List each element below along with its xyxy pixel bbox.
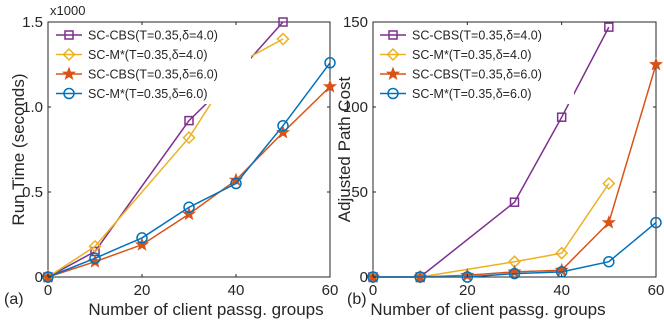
panel-b-ticks: 0 20 40 60 0 50 100 150: [343, 14, 664, 299]
x-tick-label: 40: [553, 282, 570, 299]
data-point: [461, 271, 474, 283]
legend-marker: [385, 66, 401, 81]
legend-label: SC-M*(T=0.35,δ=4.0): [412, 48, 532, 62]
data-point: [88, 239, 102, 253]
legend-label: SC-M*(T=0.35,δ=4.0): [88, 48, 208, 62]
series-line: [47, 21, 284, 278]
data-point: [42, 271, 54, 283]
panel-b-label: (b): [347, 291, 367, 308]
data-point: [322, 79, 338, 93]
legend-entry: SC-CBS(T=0.35,δ=4.0): [380, 29, 542, 43]
panel-b-legend: SC-CBS(T=0.35,δ=4.0) SC-M*(T=0.35,δ=4.0) S…: [376, 25, 574, 104]
panel-a: 0 20 40 60 0 0.5 1.0 1.5 x1000 Run Time (second…: [4, 3, 338, 319]
data-point: [182, 131, 196, 145]
series-line: [47, 38, 284, 278]
data-point: [183, 201, 195, 214]
panel-a-legend-entries: SC-CBS(T=0.35,δ=4.0) SC-M*(T=0.35,δ=4.0) S…: [56, 29, 218, 101]
data-point: [555, 246, 569, 260]
legend-label: SC-CBS(T=0.35,δ=4.0): [412, 29, 542, 43]
data-point: [648, 57, 664, 71]
data-point: [230, 177, 242, 190]
y-tick-label: 0: [360, 269, 368, 286]
panel-a-xlabel: Number of client passg. groups: [88, 300, 323, 319]
data-point: [89, 252, 101, 265]
panel-a-legend: SC-CBS(T=0.35,δ=4.0) SC-M*(T=0.35,δ=4.0) S…: [52, 25, 251, 104]
panel-a-ylabel: Run Time (seconds): [9, 73, 28, 225]
data-point: [324, 57, 336, 69]
legend-label: SC-M*(T=0.35,δ=6.0): [88, 87, 208, 101]
data-point: [604, 22, 614, 32]
panel-b-legend-box: [376, 25, 574, 104]
panel-b-marks: [365, 22, 664, 284]
legend-entry: SC-M*(T=0.35,δ=6.0): [380, 87, 532, 101]
x-tick-label: 60: [648, 282, 664, 299]
legend-marker: [62, 47, 76, 62]
legend-entry: SC-CBS(T=0.35,δ=4.0): [56, 29, 218, 43]
legend-entry: SC-CBS(T=0.35,δ=6.0): [56, 66, 218, 82]
panel-b-ylabel: Adjusted Path Cost: [335, 76, 354, 222]
legend-entry: SC-CBS(T=0.35,δ=6.0): [380, 66, 542, 82]
panel-a-label: (a): [4, 291, 24, 308]
legend-label: SC-CBS(T=0.35,δ=6.0): [412, 68, 542, 82]
legend-entry: SC-M*(T=0.35,δ=4.0): [56, 47, 208, 62]
y-tick-label: 150: [343, 14, 368, 31]
data-point: [277, 119, 289, 132]
panel-a-y-multiplier: x1000: [50, 3, 85, 18]
legend-marker: [61, 66, 77, 81]
series-line: [373, 222, 657, 278]
x-tick-label: 20: [134, 282, 151, 299]
data-point: [650, 216, 662, 229]
panel-a-legend-box: [52, 25, 251, 104]
panel-b-axes-box: [372, 21, 657, 278]
y-tick-label: 0.5: [22, 184, 43, 201]
series-line: [373, 183, 610, 278]
panel-b-legend-entries: SC-CBS(T=0.35,δ=4.0) SC-M*(T=0.35,δ=4.0) S…: [380, 29, 542, 101]
data-point: [556, 112, 567, 122]
legend-label: SC-CBS(T=0.35,δ=4.0): [88, 29, 218, 43]
series-4: [367, 216, 662, 283]
panel-a-ticks: 0 20 40 60 0 0.5 1.0 1.5: [22, 14, 338, 299]
legend-entry: SC-M*(T=0.35,δ=4.0): [380, 47, 532, 62]
y-tick-label: 50: [351, 184, 368, 201]
x-tick-label: 60: [322, 282, 339, 299]
panel-b-xlabel: Number of client passg. groups: [370, 300, 605, 319]
x-tick-label: 0: [44, 282, 52, 299]
data-point: [601, 215, 616, 229]
y-tick-label: 1.5: [22, 14, 43, 31]
legend-marker: [387, 87, 399, 100]
data-point: [603, 255, 615, 268]
series-line: [47, 62, 331, 278]
legend-marker: [63, 87, 75, 100]
data-point: [508, 267, 521, 280]
legend-marker: [388, 30, 398, 40]
series-4: [42, 57, 336, 283]
x-tick-label: 0: [369, 282, 377, 299]
x-tick-label: 40: [228, 282, 245, 299]
legend-label: SC-M*(T=0.35,δ=6.0): [412, 87, 532, 101]
data-point: [367, 271, 379, 283]
data-point: [136, 232, 148, 244]
legend-label: SC-CBS(T=0.35,δ=6.0): [88, 68, 218, 82]
data-point: [509, 197, 520, 207]
data-point: [602, 176, 616, 191]
data-point: [414, 271, 426, 283]
data-point: [181, 206, 197, 221]
data-point: [276, 32, 290, 46]
data-point: [134, 237, 150, 251]
series-2: [366, 176, 616, 284]
panel-a-axes-box: [47, 21, 331, 278]
panel-b: 0 20 40 60 0 50 100 150 Adjusted Path Cost Numb…: [335, 14, 664, 319]
legend-marker: [386, 47, 400, 62]
data-point: [184, 115, 194, 126]
y-tick-label: 1.0: [22, 99, 43, 116]
legend-marker: [64, 30, 74, 40]
y-tick-label: 0: [35, 269, 43, 286]
legend-entry: SC-M*(T=0.35,δ=6.0): [56, 87, 208, 101]
x-tick-label: 20: [459, 282, 476, 299]
data-point: [278, 17, 288, 27]
y-tick-label: 100: [343, 99, 368, 116]
